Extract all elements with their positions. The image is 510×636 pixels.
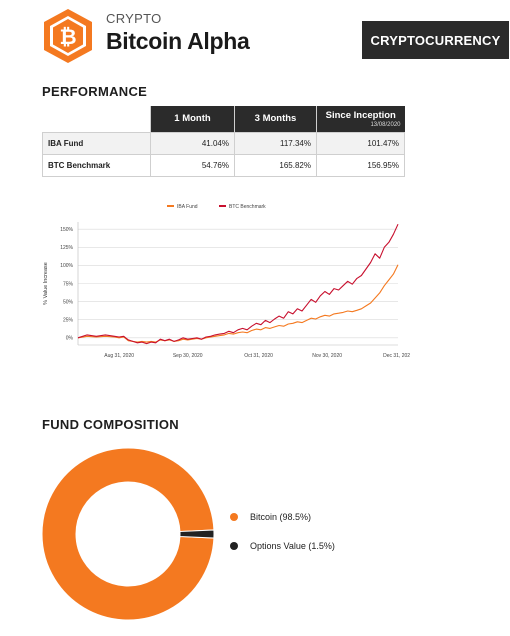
col-header-since-inception: Since Inception 13/08/2020 bbox=[316, 106, 405, 132]
table-corner bbox=[43, 106, 151, 132]
y-tick-label: 50% bbox=[63, 299, 74, 305]
row-label-iba-fund: IBA Fund bbox=[42, 131, 151, 155]
legend-dot bbox=[230, 542, 238, 550]
table-row: BTC Benchmark 54.76% 165.82% 156.95% bbox=[42, 153, 405, 177]
category-label: CRYPTO bbox=[106, 11, 162, 26]
legend-label: Options Value (1.5%) bbox=[250, 541, 335, 551]
series-line-btc-benchmark bbox=[77, 223, 399, 345]
table-cell: 165.82% bbox=[234, 153, 317, 177]
legend-entry: BTC Benchmark bbox=[229, 204, 266, 210]
legend-entry: IBA Fund bbox=[177, 204, 198, 210]
table-cell: 156.95% bbox=[316, 153, 405, 177]
composition-heading: FUND COMPOSITION bbox=[42, 417, 179, 432]
table-cell: 54.76% bbox=[150, 153, 235, 177]
y-tick-label: 75% bbox=[63, 281, 74, 287]
table-row: IBA Fund 41.04% 117.34% 101.47% bbox=[42, 131, 405, 155]
performance-heading: PERFORMANCE bbox=[42, 84, 148, 99]
series-line-iba-fund bbox=[77, 264, 399, 343]
col-header-1-month: 1 Month bbox=[150, 106, 235, 132]
bitcoin-hexagon-icon: ₿ bbox=[44, 9, 92, 63]
legend-dot bbox=[230, 513, 238, 521]
col-header-3-months: 3 Months bbox=[234, 106, 317, 132]
legend-label: Bitcoin (98.5%) bbox=[250, 512, 312, 522]
svg-text:₿: ₿ bbox=[59, 25, 76, 49]
performance-table: 1 Month 3 Months Since Inception 13/08/2… bbox=[42, 106, 405, 177]
x-tick-label: Aug 31, 2020 bbox=[104, 353, 134, 359]
category-badge: CRYPTOCURRENCY bbox=[362, 21, 509, 59]
y-tick-label: 125% bbox=[60, 245, 73, 251]
x-tick-label: Dec 31, 2020 bbox=[383, 353, 410, 359]
y-tick-label: 0% bbox=[66, 336, 74, 342]
x-tick-label: Nov 30, 2020 bbox=[312, 353, 342, 359]
y-tick-label: 100% bbox=[60, 263, 73, 269]
y-tick-label: 150% bbox=[60, 227, 73, 233]
page-title: Bitcoin Alpha bbox=[106, 28, 250, 54]
donut-slice-options-value bbox=[179, 529, 215, 539]
x-tick-label: Sep 30, 2020 bbox=[173, 353, 203, 359]
inception-date: 13/08/2020 bbox=[370, 121, 401, 128]
y-tick-label: 25% bbox=[63, 317, 74, 323]
legend-item-bitcoin: Bitcoin (98.5%) bbox=[230, 512, 311, 522]
composition-donut-chart bbox=[41, 447, 215, 621]
x-tick-label: Oct 31, 2020 bbox=[244, 353, 273, 359]
performance-line-chart: 0% 25% 50% 75% 100% 125% 150% Aug 31, 2020 Sep 3… bbox=[43, 204, 410, 359]
row-label-btc-benchmark: BTC Benchmark bbox=[42, 153, 151, 177]
y-axis-label: % Value Increase bbox=[43, 262, 49, 305]
table-cell: 101.47% bbox=[316, 131, 405, 155]
legend-item-options-value: Options Value (1.5%) bbox=[230, 541, 335, 551]
table-cell: 117.34% bbox=[234, 131, 317, 155]
donut-slice-bitcoin bbox=[41, 447, 215, 621]
table-cell: 41.04% bbox=[150, 131, 235, 155]
